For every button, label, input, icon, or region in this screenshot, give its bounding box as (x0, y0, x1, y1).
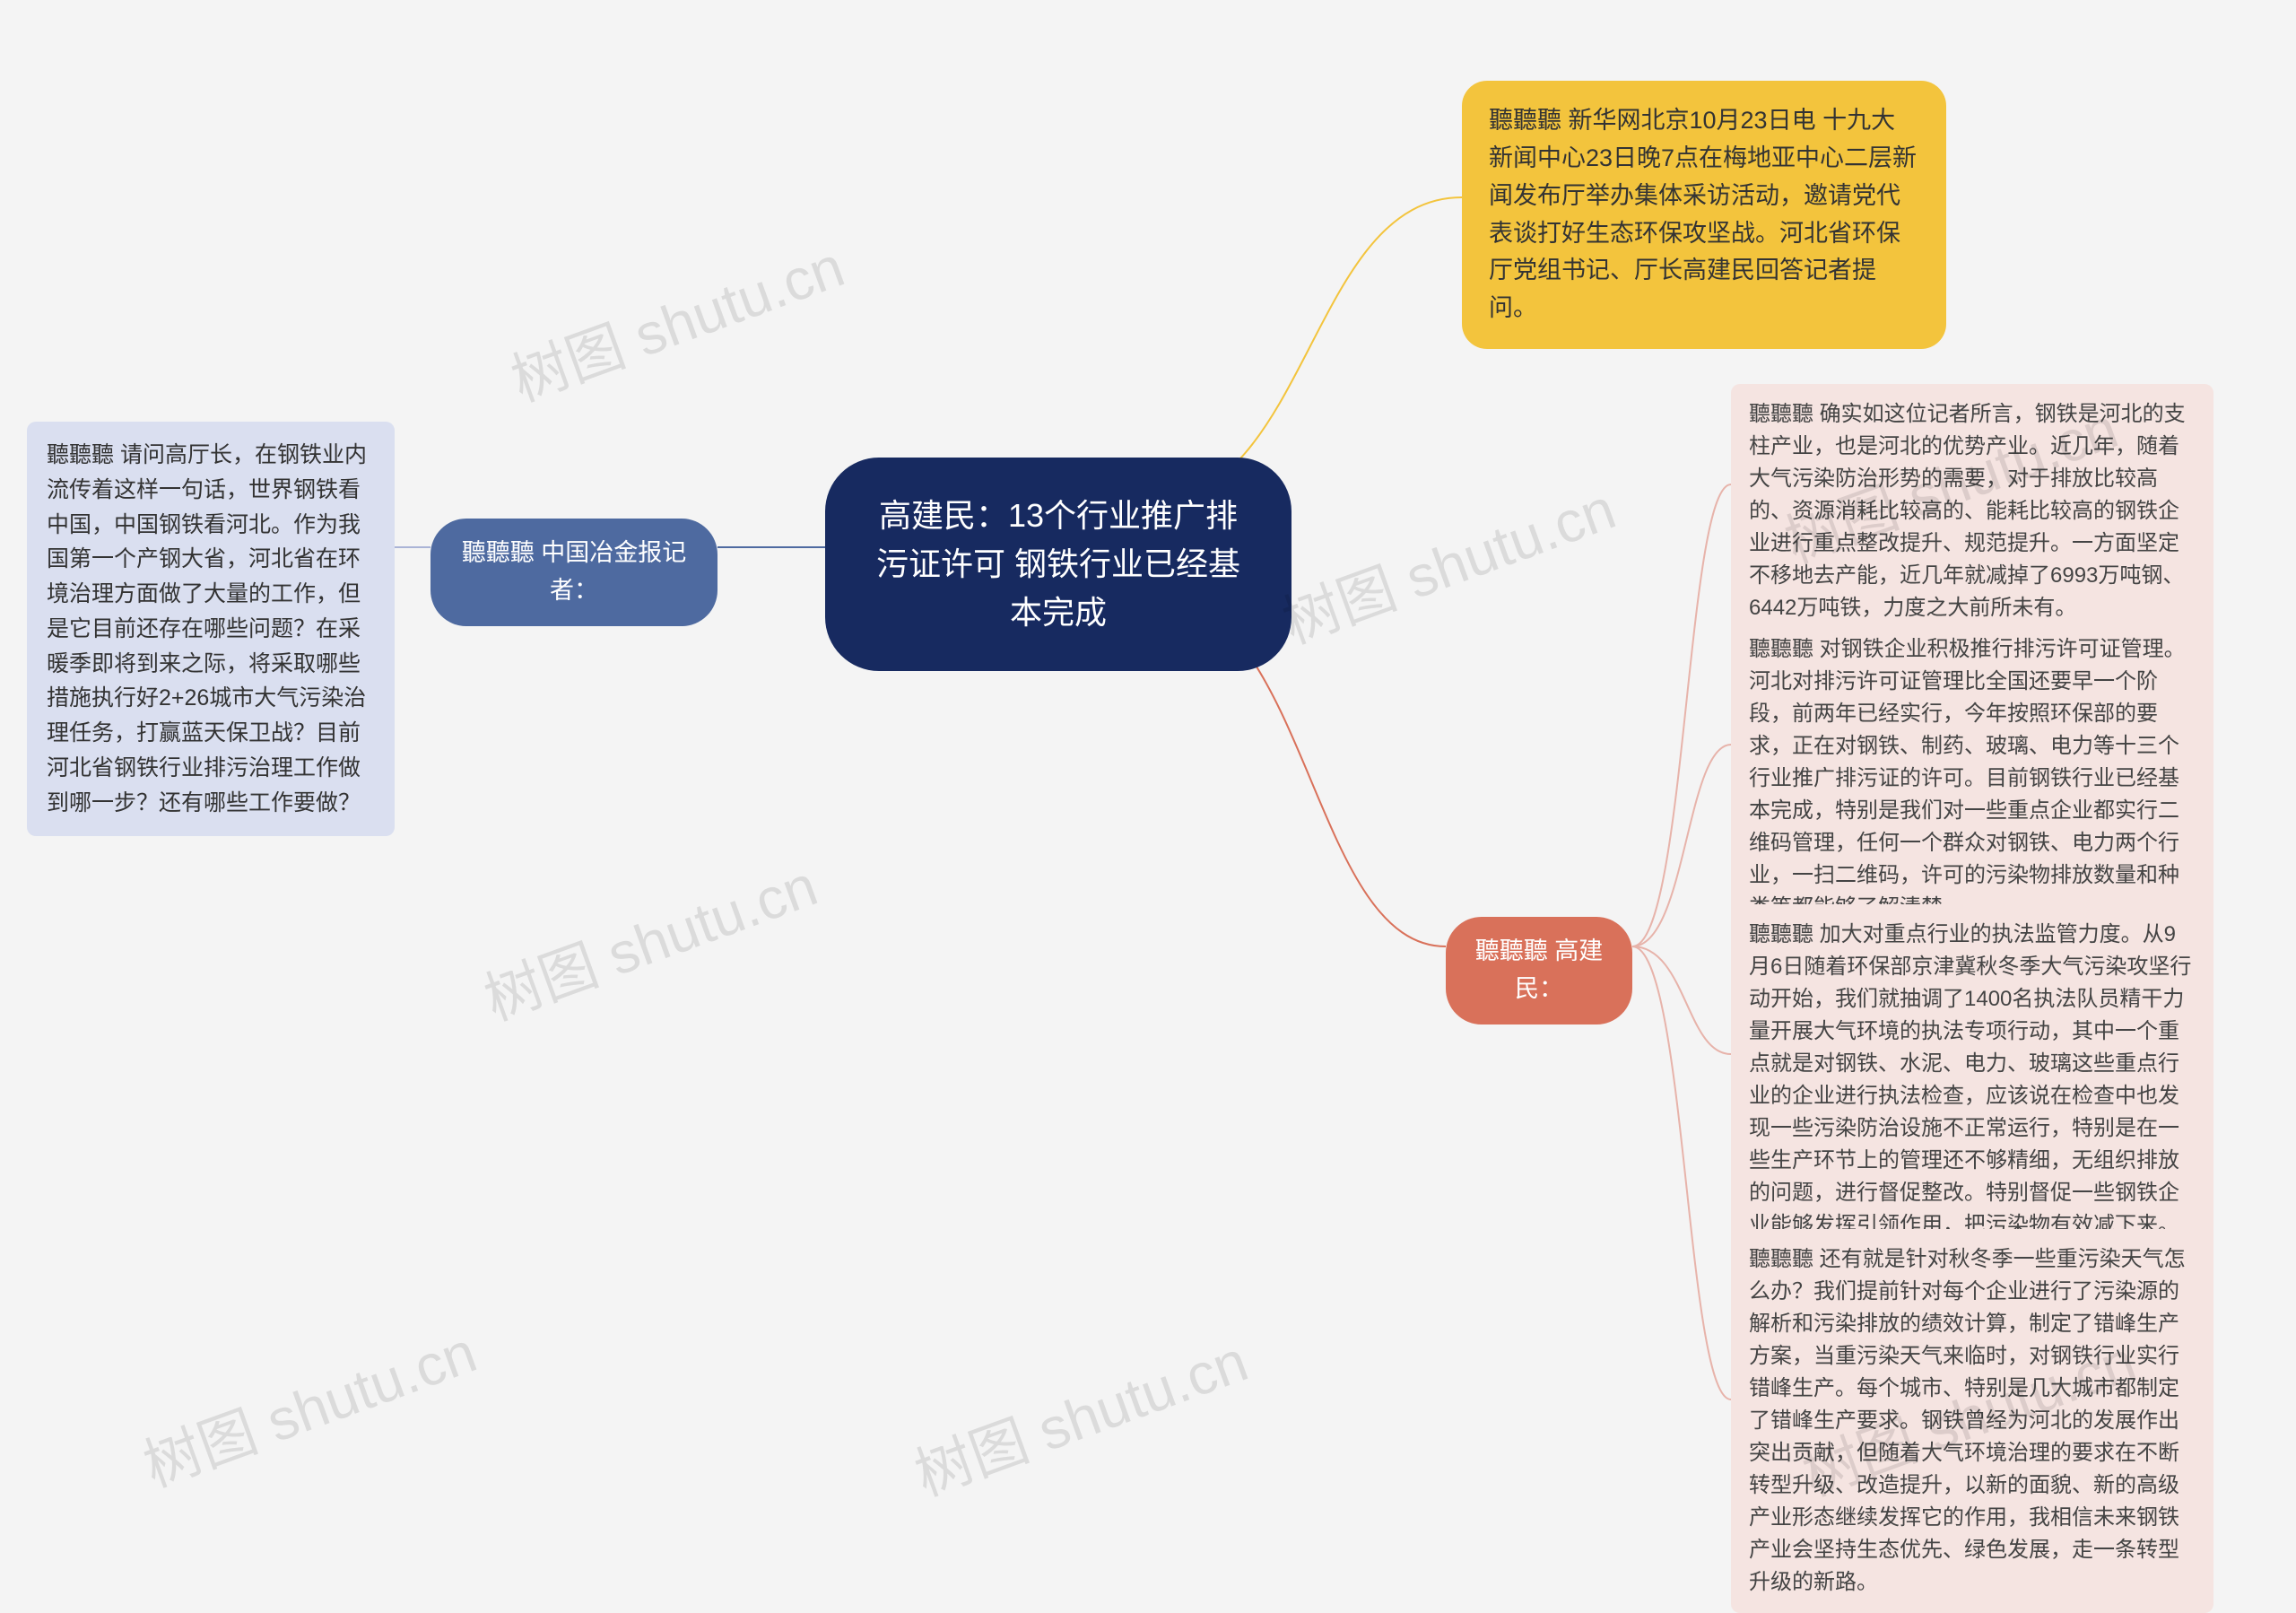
answer-box[interactable]: 聽聽聽 加大对重点行业的执法监管力度。从9月6日随着环保部京津冀秋冬季大气污染攻… (1731, 904, 2213, 1256)
watermark: 树图 shutu.cn (902, 1315, 1257, 1512)
context-box[interactable]: 聽聽聽 新华网北京10月23日电 十九大新闻中心23日晚7点在梅地亚中心二层新闻… (1462, 81, 1946, 349)
gao-label[interactable]: 聽聽聽 高建民： (1446, 917, 1632, 1024)
mindmap-canvas: 高建民：13个行业推广排污证许可 钢铁行业已经基本完成 聽聽聽 新华网北京10月… (0, 0, 2296, 1609)
answer-box[interactable]: 聽聽聽 确实如这位记者所言，钢铁是河北的支柱产业，也是河北的优势产业。近几年，随… (1731, 384, 2213, 639)
root-node[interactable]: 高建民：13个行业推广排污证许可 钢铁行业已经基本完成 (825, 458, 1292, 671)
watermark: 树图 shutu.cn (472, 840, 827, 1036)
watermark: 树图 shutu.cn (499, 221, 854, 417)
answer-box[interactable]: 聽聽聽 还有就是针对秋冬季一些重污染天气怎么办？我们提前针对每个企业进行了污染源… (1731, 1229, 2213, 1613)
watermark: 树图 shutu.cn (131, 1306, 486, 1503)
reporter-question[interactable]: 聽聽聽 请问高厅长，在钢铁业内流传着这样一句话，世界钢铁看中国，中国钢铁看河北。… (27, 422, 395, 836)
watermark: 树图 shutu.cn (1270, 463, 1625, 659)
reporter-label[interactable]: 聽聽聽 中国冶金报记者： (430, 519, 718, 626)
answer-box[interactable]: 聽聽聽 对钢铁企业积极推行排污许可证管理。河北对排污许可证管理比全国还要早一个阶… (1731, 619, 2213, 938)
